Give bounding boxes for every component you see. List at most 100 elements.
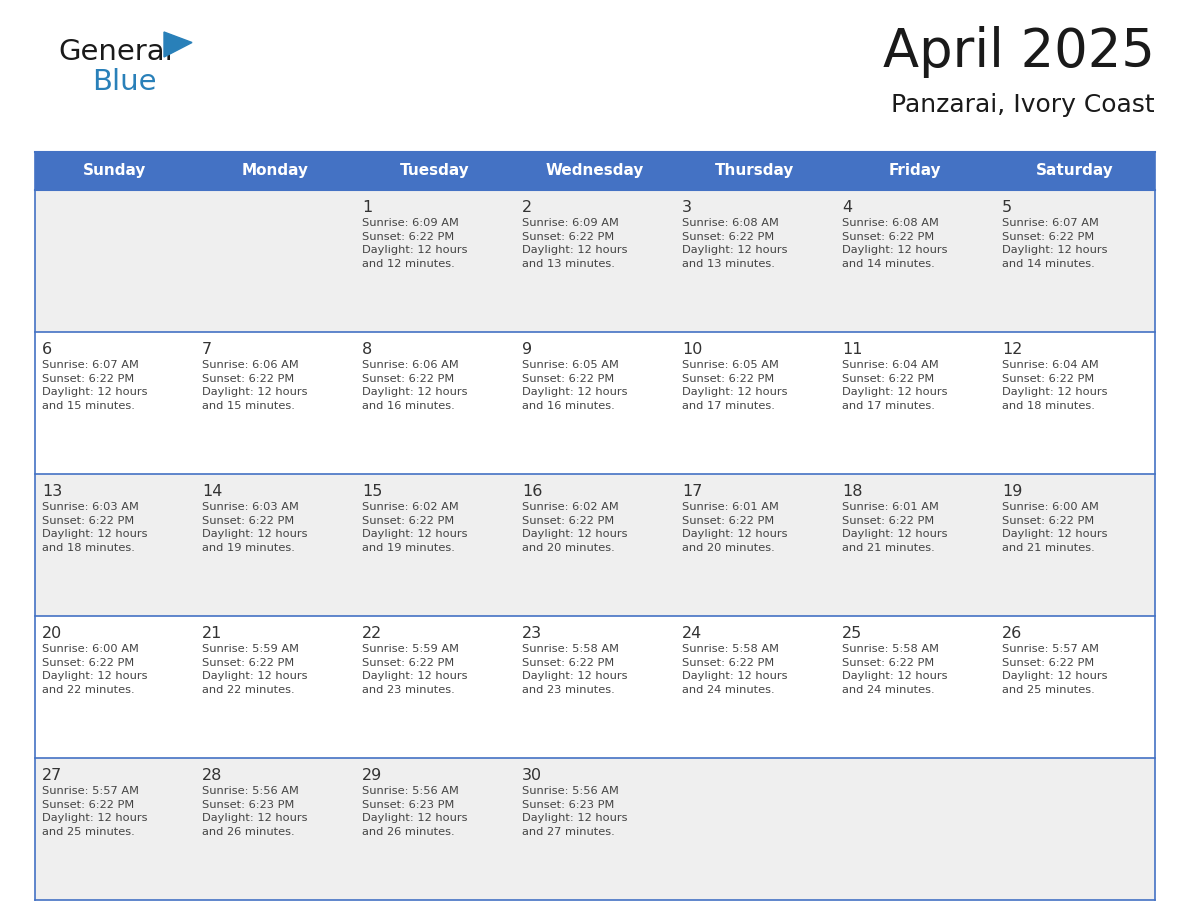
Text: Wednesday: Wednesday <box>545 163 644 178</box>
Text: 28: 28 <box>202 768 222 783</box>
Text: 9: 9 <box>522 342 532 357</box>
Text: April 2025: April 2025 <box>883 26 1155 78</box>
Text: 20: 20 <box>42 626 62 641</box>
Text: Sunrise: 6:08 AM
Sunset: 6:22 PM
Daylight: 12 hours
and 14 minutes.: Sunrise: 6:08 AM Sunset: 6:22 PM Dayligh… <box>842 218 948 269</box>
Text: 11: 11 <box>842 342 862 357</box>
Text: Tuesday: Tuesday <box>400 163 470 178</box>
Bar <box>516 190 675 332</box>
Bar <box>996 152 1155 190</box>
Bar <box>996 332 1155 474</box>
Bar <box>355 758 516 900</box>
Text: Sunrise: 6:07 AM
Sunset: 6:22 PM
Daylight: 12 hours
and 14 minutes.: Sunrise: 6:07 AM Sunset: 6:22 PM Dayligh… <box>1001 218 1107 269</box>
Polygon shape <box>164 32 192 57</box>
Text: 1: 1 <box>362 200 372 215</box>
Bar <box>835 758 996 900</box>
Text: Sunday: Sunday <box>83 163 146 178</box>
Text: Sunrise: 6:05 AM
Sunset: 6:22 PM
Daylight: 12 hours
and 17 minutes.: Sunrise: 6:05 AM Sunset: 6:22 PM Dayligh… <box>682 360 788 410</box>
Bar <box>355 474 516 616</box>
Text: 25: 25 <box>842 626 862 641</box>
Text: Panzarai, Ivory Coast: Panzarai, Ivory Coast <box>891 93 1155 117</box>
Bar <box>34 190 195 332</box>
Bar <box>516 474 675 616</box>
Bar <box>195 474 355 616</box>
Text: Sunrise: 6:06 AM
Sunset: 6:22 PM
Daylight: 12 hours
and 15 minutes.: Sunrise: 6:06 AM Sunset: 6:22 PM Dayligh… <box>202 360 308 410</box>
Text: 29: 29 <box>362 768 383 783</box>
Text: Sunrise: 5:56 AM
Sunset: 6:23 PM
Daylight: 12 hours
and 27 minutes.: Sunrise: 5:56 AM Sunset: 6:23 PM Dayligh… <box>522 786 627 837</box>
Bar <box>195 616 355 758</box>
Bar <box>835 152 996 190</box>
Bar <box>355 616 516 758</box>
Text: 15: 15 <box>362 484 383 499</box>
Text: Monday: Monday <box>241 163 309 178</box>
Text: Sunrise: 6:03 AM
Sunset: 6:22 PM
Daylight: 12 hours
and 19 minutes.: Sunrise: 6:03 AM Sunset: 6:22 PM Dayligh… <box>202 502 308 553</box>
Text: 2: 2 <box>522 200 532 215</box>
Text: 21: 21 <box>202 626 222 641</box>
Text: Sunrise: 6:02 AM
Sunset: 6:22 PM
Daylight: 12 hours
and 19 minutes.: Sunrise: 6:02 AM Sunset: 6:22 PM Dayligh… <box>362 502 468 553</box>
Text: 14: 14 <box>202 484 222 499</box>
Text: Friday: Friday <box>889 163 941 178</box>
Bar <box>835 332 996 474</box>
Text: 18: 18 <box>842 484 862 499</box>
Bar <box>675 152 835 190</box>
Text: Sunrise: 6:07 AM
Sunset: 6:22 PM
Daylight: 12 hours
and 15 minutes.: Sunrise: 6:07 AM Sunset: 6:22 PM Dayligh… <box>42 360 147 410</box>
Bar <box>675 190 835 332</box>
Text: Sunrise: 6:09 AM
Sunset: 6:22 PM
Daylight: 12 hours
and 12 minutes.: Sunrise: 6:09 AM Sunset: 6:22 PM Dayligh… <box>362 218 468 269</box>
Text: Sunrise: 6:02 AM
Sunset: 6:22 PM
Daylight: 12 hours
and 20 minutes.: Sunrise: 6:02 AM Sunset: 6:22 PM Dayligh… <box>522 502 627 553</box>
Text: Blue: Blue <box>91 68 157 96</box>
Text: 4: 4 <box>842 200 852 215</box>
Text: 13: 13 <box>42 484 62 499</box>
Bar <box>195 152 355 190</box>
Text: Sunrise: 5:57 AM
Sunset: 6:22 PM
Daylight: 12 hours
and 25 minutes.: Sunrise: 5:57 AM Sunset: 6:22 PM Dayligh… <box>42 786 147 837</box>
Bar <box>996 474 1155 616</box>
Text: 27: 27 <box>42 768 62 783</box>
Text: Sunrise: 6:08 AM
Sunset: 6:22 PM
Daylight: 12 hours
and 13 minutes.: Sunrise: 6:08 AM Sunset: 6:22 PM Dayligh… <box>682 218 788 269</box>
Bar <box>675 332 835 474</box>
Bar <box>516 758 675 900</box>
Text: Sunrise: 6:01 AM
Sunset: 6:22 PM
Daylight: 12 hours
and 21 minutes.: Sunrise: 6:01 AM Sunset: 6:22 PM Dayligh… <box>842 502 948 553</box>
Text: Sunrise: 6:04 AM
Sunset: 6:22 PM
Daylight: 12 hours
and 17 minutes.: Sunrise: 6:04 AM Sunset: 6:22 PM Dayligh… <box>842 360 948 410</box>
Text: Sunrise: 5:59 AM
Sunset: 6:22 PM
Daylight: 12 hours
and 23 minutes.: Sunrise: 5:59 AM Sunset: 6:22 PM Dayligh… <box>362 644 468 695</box>
Text: 26: 26 <box>1001 626 1022 641</box>
Text: Sunrise: 6:05 AM
Sunset: 6:22 PM
Daylight: 12 hours
and 16 minutes.: Sunrise: 6:05 AM Sunset: 6:22 PM Dayligh… <box>522 360 627 410</box>
Text: 12: 12 <box>1001 342 1023 357</box>
Bar <box>675 616 835 758</box>
Text: General: General <box>58 38 172 66</box>
Bar <box>516 332 675 474</box>
Text: 5: 5 <box>1001 200 1012 215</box>
Text: Sunrise: 5:58 AM
Sunset: 6:22 PM
Daylight: 12 hours
and 24 minutes.: Sunrise: 5:58 AM Sunset: 6:22 PM Dayligh… <box>682 644 788 695</box>
Bar <box>675 758 835 900</box>
Text: Sunrise: 5:58 AM
Sunset: 6:22 PM
Daylight: 12 hours
and 23 minutes.: Sunrise: 5:58 AM Sunset: 6:22 PM Dayligh… <box>522 644 627 695</box>
Text: 17: 17 <box>682 484 702 499</box>
Bar <box>996 758 1155 900</box>
Text: 16: 16 <box>522 484 543 499</box>
Bar <box>355 152 516 190</box>
Bar <box>996 616 1155 758</box>
Text: Sunrise: 6:03 AM
Sunset: 6:22 PM
Daylight: 12 hours
and 18 minutes.: Sunrise: 6:03 AM Sunset: 6:22 PM Dayligh… <box>42 502 147 553</box>
Text: Sunrise: 5:59 AM
Sunset: 6:22 PM
Daylight: 12 hours
and 22 minutes.: Sunrise: 5:59 AM Sunset: 6:22 PM Dayligh… <box>202 644 308 695</box>
Text: Sunrise: 6:04 AM
Sunset: 6:22 PM
Daylight: 12 hours
and 18 minutes.: Sunrise: 6:04 AM Sunset: 6:22 PM Dayligh… <box>1001 360 1107 410</box>
Bar <box>835 190 996 332</box>
Text: 24: 24 <box>682 626 702 641</box>
Bar <box>34 758 195 900</box>
Text: Sunrise: 6:00 AM
Sunset: 6:22 PM
Daylight: 12 hours
and 22 minutes.: Sunrise: 6:00 AM Sunset: 6:22 PM Dayligh… <box>42 644 147 695</box>
Text: Sunrise: 6:00 AM
Sunset: 6:22 PM
Daylight: 12 hours
and 21 minutes.: Sunrise: 6:00 AM Sunset: 6:22 PM Dayligh… <box>1001 502 1107 553</box>
Bar <box>195 332 355 474</box>
Text: Sunrise: 6:09 AM
Sunset: 6:22 PM
Daylight: 12 hours
and 13 minutes.: Sunrise: 6:09 AM Sunset: 6:22 PM Dayligh… <box>522 218 627 269</box>
Text: 19: 19 <box>1001 484 1023 499</box>
Bar <box>835 616 996 758</box>
Text: Sunrise: 6:06 AM
Sunset: 6:22 PM
Daylight: 12 hours
and 16 minutes.: Sunrise: 6:06 AM Sunset: 6:22 PM Dayligh… <box>362 360 468 410</box>
Bar <box>675 474 835 616</box>
Text: 10: 10 <box>682 342 702 357</box>
Bar <box>195 758 355 900</box>
Text: Sunrise: 5:56 AM
Sunset: 6:23 PM
Daylight: 12 hours
and 26 minutes.: Sunrise: 5:56 AM Sunset: 6:23 PM Dayligh… <box>202 786 308 837</box>
Text: Sunrise: 5:56 AM
Sunset: 6:23 PM
Daylight: 12 hours
and 26 minutes.: Sunrise: 5:56 AM Sunset: 6:23 PM Dayligh… <box>362 786 468 837</box>
Bar <box>516 616 675 758</box>
Text: Saturday: Saturday <box>1036 163 1114 178</box>
Bar <box>34 152 195 190</box>
Text: 23: 23 <box>522 626 542 641</box>
Bar <box>34 616 195 758</box>
Text: 3: 3 <box>682 200 691 215</box>
Text: 22: 22 <box>362 626 383 641</box>
Text: 8: 8 <box>362 342 372 357</box>
Bar <box>195 190 355 332</box>
